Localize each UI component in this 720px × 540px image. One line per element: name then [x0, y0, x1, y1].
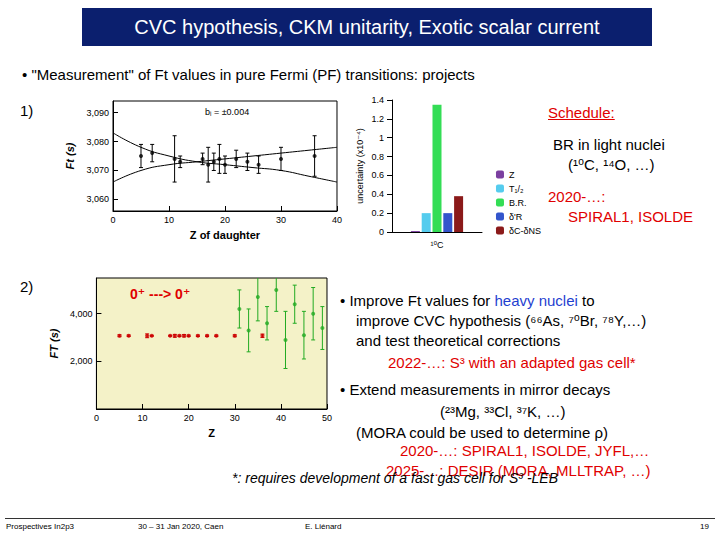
html-text:BR in light nuclei: BR in light nuclei	[553, 136, 665, 153]
html-text:Prospectives In2p3: Prospectives In2p3	[6, 522, 74, 531]
svg-text:50: 50	[322, 413, 332, 423]
html-text:SPIRAL1, ISOLDE: SPIRAL1, ISOLDE	[568, 208, 694, 225]
svg-text:40: 40	[332, 215, 342, 225]
html-text:2022-…: S³ with an adapted gas: 2022-…: S³ with an adapted gas cell*	[388, 354, 636, 371]
svg-text:30: 30	[276, 215, 286, 225]
svg-text:2,000: 2,000	[70, 356, 93, 366]
html-text:*: requires development of a f: *: requires development of a fast gas ce…	[232, 470, 558, 486]
html-text:19: 19	[700, 522, 709, 531]
svg-text:30: 30	[230, 413, 240, 423]
svg-text:3,070: 3,070	[86, 165, 109, 175]
svg-text:0.8: 0.8	[371, 152, 384, 162]
html-text:• "Measurement" of Ft values i: • "Measurement" of Ft values in pure Fer…	[22, 66, 475, 83]
svg-text:0.2: 0.2	[371, 208, 384, 218]
html-text:1): 1)	[20, 102, 34, 119]
html-text:• Improve Ft values for heavy: • Improve Ft values for heavy nuclei to	[340, 292, 595, 309]
html-text:and test theoretical correctio: and test theoretical corrections	[356, 332, 561, 349]
svg-text:Ft (s): Ft (s)	[64, 142, 76, 169]
svg-text:10: 10	[164, 215, 174, 225]
svg-text:20: 20	[184, 413, 194, 423]
svg-text:4,000: 4,000	[70, 309, 93, 319]
svg-text:T₁/₂: T₁/₂	[509, 184, 524, 194]
svg-text:FT (s): FT (s)	[48, 328, 60, 358]
svg-text:0.4: 0.4	[371, 189, 384, 199]
html-text:2020-…:: 2020-…:	[548, 188, 606, 205]
svg-text:1.2: 1.2	[371, 114, 384, 124]
html-text:E. Liénard: E. Liénard	[305, 522, 342, 531]
svg-text:3,090: 3,090	[86, 108, 109, 118]
html-text:Schedule:: Schedule:	[548, 104, 615, 121]
html-text:(MORA could be used to determi: (MORA could be used to determine ρ)	[356, 424, 608, 441]
svg-text:0: 0	[94, 413, 99, 423]
svg-text:0: 0	[379, 227, 384, 237]
svg-text:B.R.: B.R.	[509, 198, 527, 208]
svg-text:δC-δNS: δC-δNS	[509, 226, 541, 236]
svg-text:0⁺ ---> 0⁺: 0⁺ ---> 0⁺	[130, 286, 190, 302]
html-text:• Extend measurements in mirro: • Extend measurements in mirror decays	[340, 381, 611, 398]
html-text:CVC hypothesis, CKM unitarity,: CVC hypothesis, CKM unitarity, Exotic sc…	[134, 16, 600, 38]
html-text:2025-…: DESIR (MORA, MLLTRAP,: 2025-…: DESIR (MORA, MLLTRAP, …)	[386, 462, 651, 479]
svg-text:Z: Z	[509, 170, 515, 180]
html-text:(¹⁰C, ¹⁴O, …): (¹⁰C, ¹⁴O, …)	[568, 156, 655, 173]
svg-text:0: 0	[110, 215, 115, 225]
html-text:30 – 31 Jan 2020, Caen: 30 – 31 Jan 2020, Caen	[138, 522, 224, 531]
svg-text:bᵢ = ±0.004: bᵢ = ±0.004	[205, 107, 249, 117]
svg-text:40: 40	[276, 413, 286, 423]
html-text:improve CVC hypothesis (⁶⁶As,: improve CVC hypothesis (⁶⁶As, ⁷⁰Br, ⁷⁸Y,…	[356, 312, 647, 329]
html-text:2020-…: SPIRAL1, ISOLDE, JYFL,: 2020-…: SPIRAL1, ISOLDE, JYFL,…	[400, 442, 650, 459]
svg-text:20: 20	[220, 215, 230, 225]
svg-text:1.4: 1.4	[371, 95, 384, 105]
svg-text:3,080: 3,080	[86, 137, 109, 147]
svg-text:Z: Z	[208, 427, 215, 439]
svg-text:uncertainty (x10⁻⁴): uncertainty (x10⁻⁴)	[355, 128, 365, 204]
html-text:(²³Mg, ³³Cl, ³⁷K, …): (²³Mg, ³³Cl, ³⁷K, …)	[440, 403, 566, 420]
svg-text:δ'R: δ'R	[509, 212, 523, 222]
svg-text:0.6: 0.6	[371, 170, 384, 180]
svg-text:10: 10	[138, 413, 148, 423]
svg-text:Z of daughter: Z of daughter	[190, 229, 261, 241]
svg-text:¹⁰C: ¹⁰C	[430, 240, 444, 250]
svg-text:3,060: 3,060	[86, 194, 109, 204]
html-text:2): 2)	[20, 278, 34, 295]
svg-text:1: 1	[379, 133, 384, 143]
